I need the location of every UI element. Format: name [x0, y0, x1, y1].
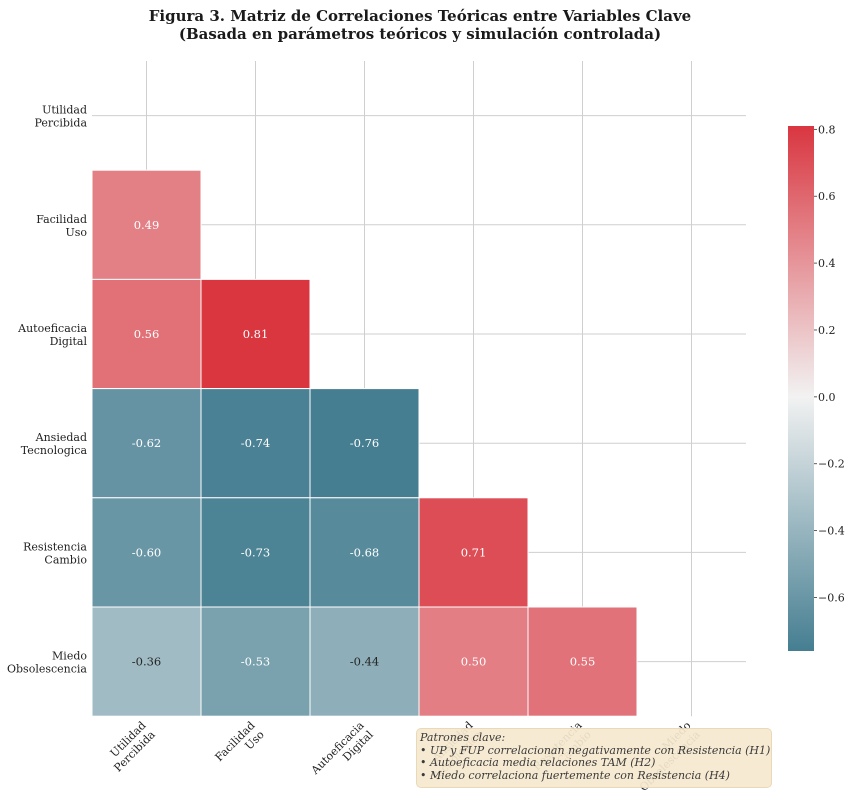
row-tick-label: Ansiedad Tecnologica — [21, 431, 88, 457]
row-tick-label-line: Miedo — [52, 650, 87, 663]
colorbar: 0.8 0.6 0.4 0.2 0.0 −0.2 −0.4 −0.6 — [788, 123, 845, 651]
column-tick-label: UtilidadPercibida — [102, 719, 158, 775]
colorbar-tick-label: −0.4 — [818, 525, 845, 538]
colorbar-tick-label: −0.6 — [818, 591, 845, 604]
colorbar-tick-label: −0.2 — [818, 458, 845, 471]
annotation-line: • Miedo correlaciona fuertemente con Res… — [420, 768, 730, 782]
cell-value-label: 0.55 — [570, 655, 596, 669]
cell-value-label: -0.44 — [350, 655, 380, 669]
row-tick-label: Utilidad Percibida — [34, 104, 87, 130]
heatmap-cell — [309, 388, 420, 499]
heatmap-cell — [418, 606, 529, 717]
colorbar-gradient — [788, 126, 814, 651]
heatmap-cell — [91, 278, 202, 390]
annotation-line: • Autoeficacia media relaciones TAM (H2) — [420, 756, 656, 769]
row-tick-label-line: Autoeficacia — [17, 322, 87, 335]
row-tick-label-line: Facilidad — [36, 213, 87, 226]
column-tick-label: FacilidadUso — [212, 719, 267, 774]
heatmap-cell — [200, 497, 311, 608]
cell-value-label: 0.81 — [243, 327, 269, 341]
chart-subtitle: (Basada en parámetros teóricos y simulac… — [179, 25, 661, 43]
row-tick-label: Autoeficacia Digital — [17, 322, 87, 348]
heatmap-cell — [91, 169, 202, 280]
row-tick-label: Facilidad Uso — [36, 213, 87, 239]
cell-value-label: -0.76 — [350, 436, 380, 450]
row-tick-label-line: Cambio — [44, 553, 87, 566]
row-tick-label-line: Digital — [50, 335, 88, 348]
colorbar-tick-label: 0.8 — [818, 123, 836, 136]
cell-value-label: -0.62 — [132, 436, 162, 450]
row-tick-label-line: Uso — [65, 226, 87, 239]
colorbar-tick-label: 0.6 — [818, 190, 836, 203]
heatmap-cell — [91, 388, 202, 499]
cell-value-label: 0.71 — [461, 545, 487, 559]
heatmap-cell — [309, 497, 420, 608]
cell-value-label: 0.49 — [134, 218, 160, 232]
cell-value-label: -0.68 — [350, 545, 380, 559]
row-tick-label: Resistencia Cambio — [23, 540, 87, 566]
row-tick-label: Miedo Obsolescencia — [7, 650, 87, 676]
annotation-box: Patrones clave: • UP y FUP correlacionan… — [416, 728, 772, 788]
row-tick-label-line: Percibida — [34, 117, 87, 130]
cell-value-label: -0.73 — [241, 545, 271, 559]
heatmap-cell — [200, 278, 311, 390]
chart-title: Figura 3. Matriz de Correlaciones Teóric… — [149, 7, 691, 25]
heatmap-cell — [527, 606, 638, 717]
row-tick-label-line: Obsolescencia — [7, 663, 87, 676]
cell-value-label: 0.56 — [134, 327, 160, 341]
cell-value-label: -0.53 — [241, 655, 271, 669]
heatmap-cell — [91, 497, 202, 608]
colorbar-tick-label: 0.0 — [818, 391, 836, 404]
row-tick-label-line: Tecnologica — [21, 444, 88, 457]
row-tick-label-line: Ansiedad — [35, 431, 87, 444]
colorbar-tick-label: 0.4 — [818, 257, 836, 270]
colorbar-tick-label: 0.2 — [818, 324, 836, 337]
cell-value-label: 0.50 — [461, 655, 487, 669]
annotation-line: • UP y FUP correlacionan negativamente c… — [420, 743, 771, 757]
cell-value-label: -0.60 — [132, 545, 162, 559]
column-tick-label: AutoeficaciaDigital — [308, 719, 376, 787]
heatmap-cell — [200, 606, 311, 717]
cell-value-label: -0.36 — [132, 655, 162, 669]
row-tick-label-line: Utilidad — [42, 104, 87, 117]
heatmap-cell — [200, 388, 311, 499]
heatmap-cell — [91, 606, 202, 717]
cell-value-label: -0.74 — [241, 436, 271, 450]
annotation-heading: Patrones clave: — [420, 731, 506, 744]
heatmap-cells: 0.49 0.56 0.81 -0.62 -0.74 -0.76 -0.60 -0.73 -0.… — [91, 169, 638, 717]
row-tick-labels: Utilidad Percibida Facilidad Uso Autoeficaci… — [7, 104, 87, 676]
row-tick-label-line: Resistencia — [23, 540, 87, 553]
